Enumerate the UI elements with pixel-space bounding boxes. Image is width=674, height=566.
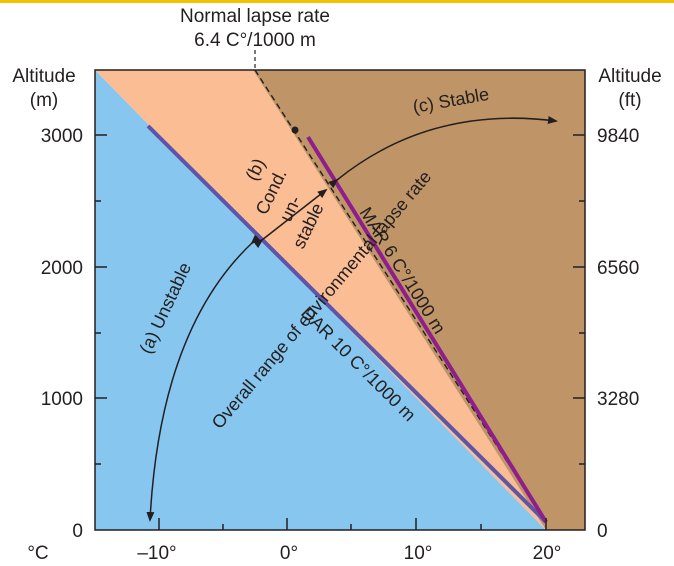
unstable-arrow xyxy=(146,234,261,522)
dar-line xyxy=(146,124,548,524)
right-tick-label: 0 xyxy=(597,521,608,542)
cond-unstable-arrow xyxy=(253,188,328,249)
x-axis-ticks xyxy=(158,518,547,530)
left-tick-label: 1000 xyxy=(41,389,83,410)
normal-lapse-rate-point xyxy=(291,126,299,134)
x-tick-label: 10° xyxy=(404,543,433,564)
header-line-1: Normal lapse rate xyxy=(180,6,330,27)
right-axis-title-1: Altitude xyxy=(598,66,661,87)
right-axis-ticks xyxy=(573,134,585,465)
left-axis-title-2: (m) xyxy=(30,90,58,111)
plot-frame xyxy=(94,69,586,531)
x-tick-label: –10° xyxy=(137,543,176,564)
right-axis-title-2: (ft) xyxy=(618,90,641,111)
stable-arrow xyxy=(328,116,558,189)
x-tick-label: 20° xyxy=(533,543,562,564)
x-tick-label: 0° xyxy=(280,543,298,564)
mar-line xyxy=(306,135,548,524)
left-tick-label: 2000 xyxy=(41,258,83,279)
left-axis-ticks xyxy=(95,134,107,465)
right-tick-label: 9840 xyxy=(597,126,639,147)
right-tick-label: 3280 xyxy=(597,389,639,410)
left-axis-title-1: Altitude xyxy=(12,66,75,87)
left-tick-label: 0 xyxy=(72,521,83,542)
x-unit-label: °C xyxy=(27,543,48,564)
header-line-2: 6.4 C°/1000 m xyxy=(194,30,316,51)
right-tick-label: 6560 xyxy=(597,258,639,279)
left-tick-label: 3000 xyxy=(41,126,83,147)
top-accent-bar xyxy=(0,0,674,3)
